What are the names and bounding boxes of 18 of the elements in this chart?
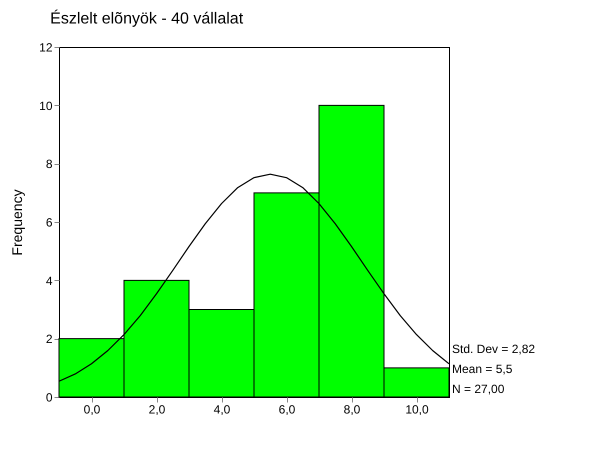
text: Std. Dev = 2,82 (452, 342, 536, 356)
x-tick-label: 2,0 (148, 402, 166, 416)
y-tick-label: 2 (46, 332, 53, 346)
y-tick-label: 6 (46, 216, 53, 230)
x-tick-label: 8,0 (344, 402, 361, 416)
y-tick-label: 10 (39, 98, 53, 113)
x-tick-label: 4,0 (214, 402, 231, 416)
x-tick-label: 0,0 (84, 402, 101, 416)
x-tick-label: 10,0 (405, 402, 429, 416)
text: Mean = 5,5 (452, 362, 513, 376)
y-axis-title: Frequency (9, 189, 26, 256)
y-tick-label: 0 (46, 390, 53, 404)
y-tick-label: 4 (46, 274, 53, 288)
text: N = 27,00 (452, 382, 505, 396)
x-tick-label: 6,0 (278, 402, 296, 416)
y-tick-label: 12 (39, 40, 53, 54)
y-tick-label: 8 (46, 157, 53, 172)
chart-title: Észlelt elõnyök - 40 vállalat (50, 10, 244, 28)
